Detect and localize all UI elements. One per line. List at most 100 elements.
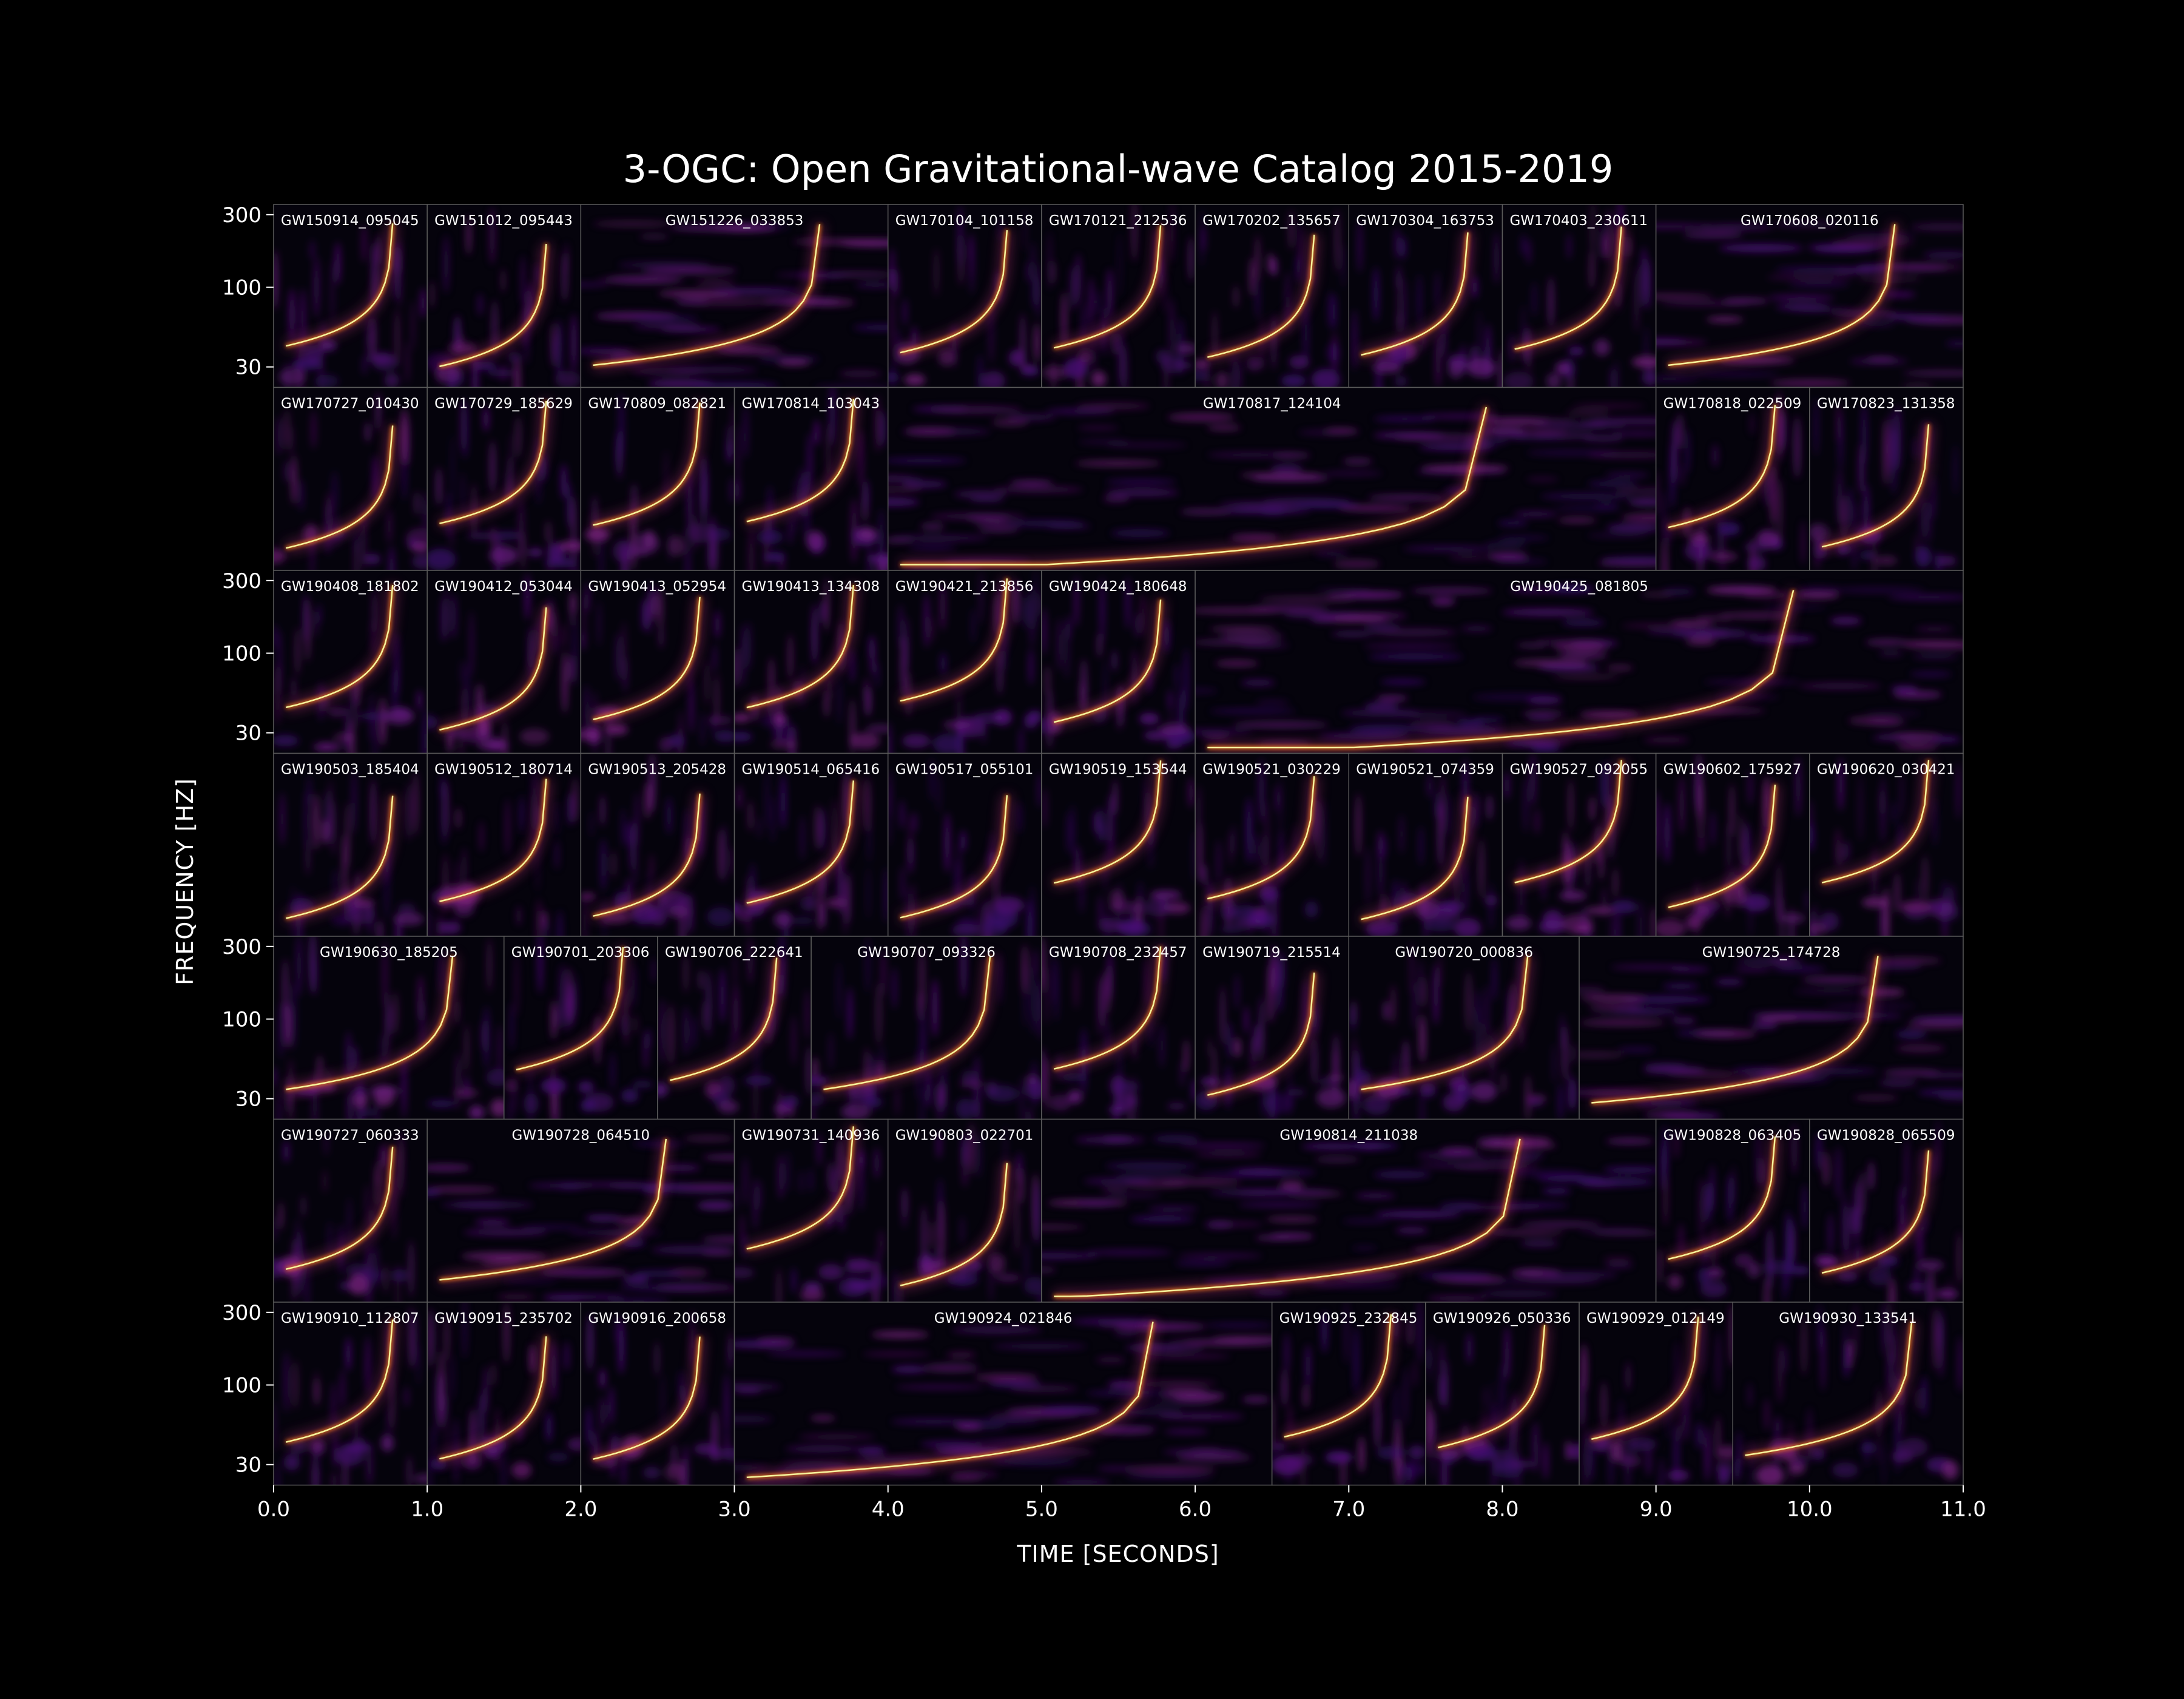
panel-label: GW170403_230611 [1509, 213, 1648, 229]
chirp-track [899, 1163, 1011, 1290]
spectrogram-panel: GW151226_033853 [580, 204, 889, 388]
panel-background [581, 570, 735, 754]
panel-label: GW190708_232457 [1049, 945, 1187, 961]
y-tick-label: 30 [235, 721, 261, 746]
spectrogram-panel: GW190701_203306 [504, 936, 658, 1120]
panel-label: GW170814_103043 [742, 396, 880, 412]
spectrogram-panel: GW190910_112807 [273, 1302, 428, 1486]
panel-label: GW190513_205428 [588, 762, 726, 778]
noise-texture [274, 224, 426, 388]
chirp-track [285, 223, 397, 351]
noise-texture [734, 1133, 888, 1302]
chirp-track [1668, 223, 1899, 370]
panel-label: GW190413_134308 [742, 579, 880, 595]
panel-background [427, 753, 581, 936]
panel-label: GW190910_112807 [281, 1311, 419, 1326]
chirp-track [669, 957, 781, 1085]
panel-label: GW190814_211038 [1279, 1128, 1418, 1144]
noise-texture [1580, 1302, 1733, 1485]
chirp-track [592, 1336, 704, 1464]
chirp-track [1283, 1314, 1395, 1441]
chirp-track [1821, 760, 1933, 887]
spectrogram-panel: GW190731_140936 [733, 1118, 889, 1303]
spectrogram-panel: GW190408_181802 [273, 570, 428, 754]
noise-texture [1656, 390, 1805, 570]
panel-label: GW190926_050336 [1433, 1311, 1571, 1326]
panel-label: GW190707_093326 [857, 945, 996, 961]
spectrogram-panel: GW190930_133541 [1732, 1302, 1964, 1486]
spectrogram-panel: GW170729_185629 [426, 387, 582, 571]
spectrogram-panel: GW190521_074359 [1348, 752, 1503, 937]
spectrogram-panel: GW190828_065509 [1809, 1118, 1964, 1303]
panel-grid: GW150914_095045 GW151012_095443 GW151226_0… [273, 204, 1964, 1486]
spectrogram-panel: GW190517_055101 [887, 752, 1042, 937]
chirp-track [1514, 760, 1626, 887]
spectrogram-panel: GW190708_232457 [1041, 936, 1196, 1120]
panel-label: GW170817_124104 [1203, 396, 1341, 412]
panel-border [1732, 1302, 1964, 1486]
spectrogram-panel: GW190519_153544 [1041, 752, 1196, 937]
panel-label: GW190719_215514 [1202, 945, 1341, 961]
spectrogram-panel: GW190512_180714 [426, 752, 582, 937]
chirp-track [1437, 1324, 1549, 1452]
noise-texture [1814, 1120, 1961, 1302]
panel-label: GW190701_203306 [511, 945, 650, 961]
spectrogram-panel: GW190707_093326 [811, 936, 1042, 1120]
chirp-track [899, 794, 1011, 922]
chirp-track [285, 425, 397, 553]
spectrogram-panel: GW170121_212536 [1041, 204, 1196, 388]
spectrogram-panel: GW190602_175927 [1655, 752, 1810, 937]
noise-texture [1041, 1135, 1656, 1302]
chirp-track [1667, 1136, 1779, 1263]
noise-texture [581, 753, 735, 936]
chirp-track [1206, 234, 1319, 362]
noise-texture [427, 765, 578, 936]
chirp-track [746, 1321, 1158, 1482]
chirp-track [592, 223, 824, 370]
panel-label: GW170729_185629 [434, 396, 573, 412]
spectrogram-panel: GW190828_063405 [1655, 1118, 1810, 1303]
panel-label: GW170121_212536 [1049, 213, 1187, 229]
chirp-track [1206, 775, 1319, 903]
y-tick-label: 30 [235, 1087, 261, 1112]
noise-texture [1041, 575, 1195, 749]
y-tick-label: 30 [235, 1453, 261, 1478]
x-tick-label: 5.0 [1025, 1498, 1058, 1522]
spectrogram-panel: GW190926_050336 [1425, 1302, 1580, 1486]
spectrogram-panel: GW190924_021846 [733, 1302, 1273, 1486]
y-tick-label: 100 [222, 276, 261, 300]
noise-texture [734, 769, 888, 936]
spectrogram-panel: GW190728_064510 [426, 1118, 735, 1303]
noise-texture [1195, 585, 1963, 754]
panel-label: GW190421_213856 [895, 579, 1034, 595]
panel-label: GW170304_163753 [1356, 213, 1494, 229]
y-tick-label: 300 [222, 569, 261, 593]
panel-background [1733, 1302, 1963, 1485]
y-tick-label: 300 [222, 203, 261, 228]
chirp-track [438, 778, 551, 906]
panel-label: GW190929_012149 [1586, 1311, 1725, 1326]
spectrogram-panel: GW170304_163753 [1348, 204, 1503, 388]
spectrogram-panel: GW190915_235702 [426, 1302, 582, 1486]
y-tick-label: 300 [222, 935, 261, 959]
noise-texture [1042, 775, 1196, 936]
panel-label: GW190424_180648 [1049, 579, 1187, 595]
chirp-track [515, 947, 627, 1074]
noise-texture [581, 581, 735, 754]
panel-label: GW190521_030229 [1202, 762, 1341, 778]
panel-label: GW151012_095443 [434, 213, 573, 229]
spectrogram-panel: GW170608_020116 [1655, 204, 1964, 388]
chirp-track [285, 1146, 397, 1274]
chirp-track [1360, 955, 1532, 1094]
spectrogram-panel: GW190513_205428 [580, 752, 735, 937]
noise-texture [734, 1319, 1272, 1485]
noise-texture [893, 1122, 1042, 1302]
noise-texture [505, 936, 656, 1120]
spectrogram-panel: GW190521_030229 [1195, 752, 1350, 937]
spectrogram-panel: GW190630_185205 [273, 936, 505, 1120]
x-tick-label: 3.0 [718, 1498, 751, 1522]
panel-label: GW190916_200658 [588, 1311, 726, 1326]
panel-label: GW170823_131358 [1817, 396, 1955, 412]
panel-background [274, 204, 428, 388]
